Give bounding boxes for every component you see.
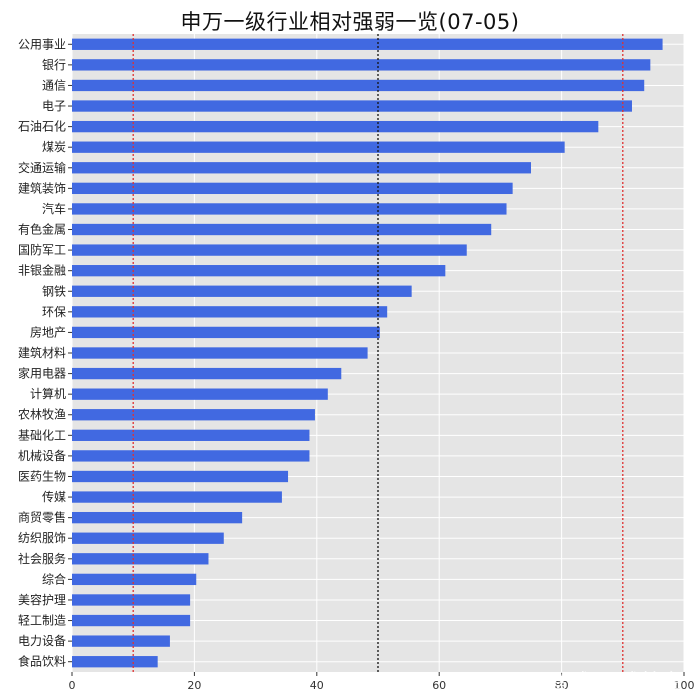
bar [72,429,310,441]
bar [72,162,531,174]
category-label: 电子 [42,99,66,113]
category-label: 钢铁 [42,284,66,298]
category-label: 轻工制造 [18,614,66,628]
category-label: 银行 [42,58,66,72]
category-label: 传媒 [42,489,66,504]
bar [72,120,599,133]
category-label: 家用电器 [18,366,66,381]
bar [72,79,645,92]
category-label: 农林牧渔 [18,408,66,422]
watermark: 雪球 雪球基金 [548,669,682,693]
category-label: 石油石化 [18,120,66,134]
category-label: 基础化工 [18,428,66,442]
bar [72,553,209,565]
bar [72,38,663,50]
bar [72,265,446,277]
bar [72,367,342,380]
category-label: 综合 [42,571,66,586]
category-label: 通信 [42,78,66,92]
category-label: 汽车 [42,201,66,216]
category-label: 建筑装饰 [18,180,66,195]
category-label: 商贸零售 [18,510,66,525]
category-label: 社会服务 [18,551,66,566]
bar [72,409,315,421]
category-label: 医药生物 [18,469,66,483]
category-label: 食品饮料 [18,654,66,669]
category-label: 纺织服饰 [18,531,66,545]
bar [72,511,243,524]
bar [72,573,197,586]
category-label: 房地产 [30,324,66,339]
category-label: 电力设备 [18,634,66,648]
category-label: 机械设备 [18,448,66,463]
bar [72,182,513,195]
category-label: 国防军工 [18,242,66,257]
bar [72,141,565,153]
bar [72,491,282,503]
category-label: 建筑材料 [18,345,66,360]
bar [72,594,191,606]
x-tick-label: 80 [555,679,569,692]
category-label: 公用事业 [18,37,66,51]
bar [72,306,388,318]
bar [72,59,651,71]
category-label: 煤炭 [42,140,66,154]
x-tick-label: 0 [69,679,76,692]
bar [72,532,224,544]
bar [72,635,170,647]
category-label: 环保 [42,305,66,319]
bar [72,285,412,297]
bar [72,100,632,112]
x-tick-label: 100 [674,679,695,692]
bar [72,326,380,339]
bar [72,656,158,668]
bar [72,388,328,400]
bar [72,347,368,359]
bar [72,203,507,215]
category-label: 交通运输 [18,160,66,175]
bar [72,223,492,236]
x-tick-label: 60 [432,679,446,692]
x-tick-label: 40 [310,679,324,692]
category-label: 美容护理 [18,592,66,607]
bar [72,450,310,462]
bar [72,614,191,627]
bar [72,244,467,256]
chart-title: 申万一级行业相对强弱一览(07-05) [180,10,520,34]
bar [72,470,289,483]
category-label: 非银金融 [18,263,66,278]
category-label: 有色金属 [18,222,66,237]
category-label: 计算机 [30,386,66,401]
x-tick-label: 20 [187,679,201,692]
